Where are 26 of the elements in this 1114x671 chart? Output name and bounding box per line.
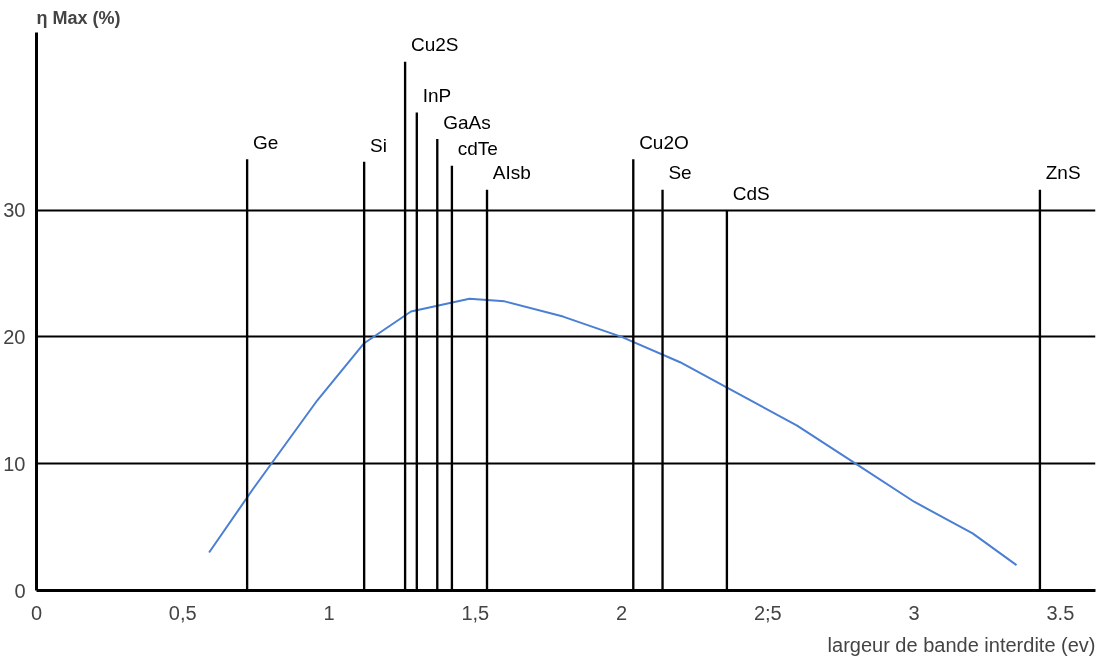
x-tick-label: 0,5 xyxy=(168,601,197,624)
y-tick-label: 0 xyxy=(14,579,26,602)
annotation: InP xyxy=(422,85,452,107)
line-series xyxy=(208,297,1018,567)
y-axis-title: η Max (%) xyxy=(36,7,121,28)
y-tick-label: 30 xyxy=(3,199,26,222)
annotation: CdS xyxy=(732,182,770,204)
annotation: Cu2S xyxy=(410,34,459,56)
annotation: cdTe xyxy=(457,138,498,160)
x-axis-title: largeur de bande interdite (ev) xyxy=(827,633,1096,656)
annotation: AIsb xyxy=(492,162,531,184)
annotation: Si xyxy=(370,134,387,156)
x-tick-label: 3.5 xyxy=(1046,601,1075,624)
x-tick-label: 2 xyxy=(616,601,628,624)
x-tick-label: 2;5 xyxy=(753,601,782,624)
y-tick-label: 10 xyxy=(3,452,26,475)
annotation: Se xyxy=(668,162,692,184)
annotation: Ge xyxy=(252,131,279,153)
y-tick-label: 20 xyxy=(3,325,26,348)
x-tick-label: 0 xyxy=(30,601,43,624)
annotation: ZnS xyxy=(1045,162,1081,184)
annotation: GaAs xyxy=(443,111,491,133)
x-tick-label: 3 xyxy=(908,601,920,624)
x-tick-label: 1 xyxy=(323,601,335,624)
annotation: Cu2O xyxy=(639,131,689,153)
x-tick-label: 1,5 xyxy=(461,601,490,624)
